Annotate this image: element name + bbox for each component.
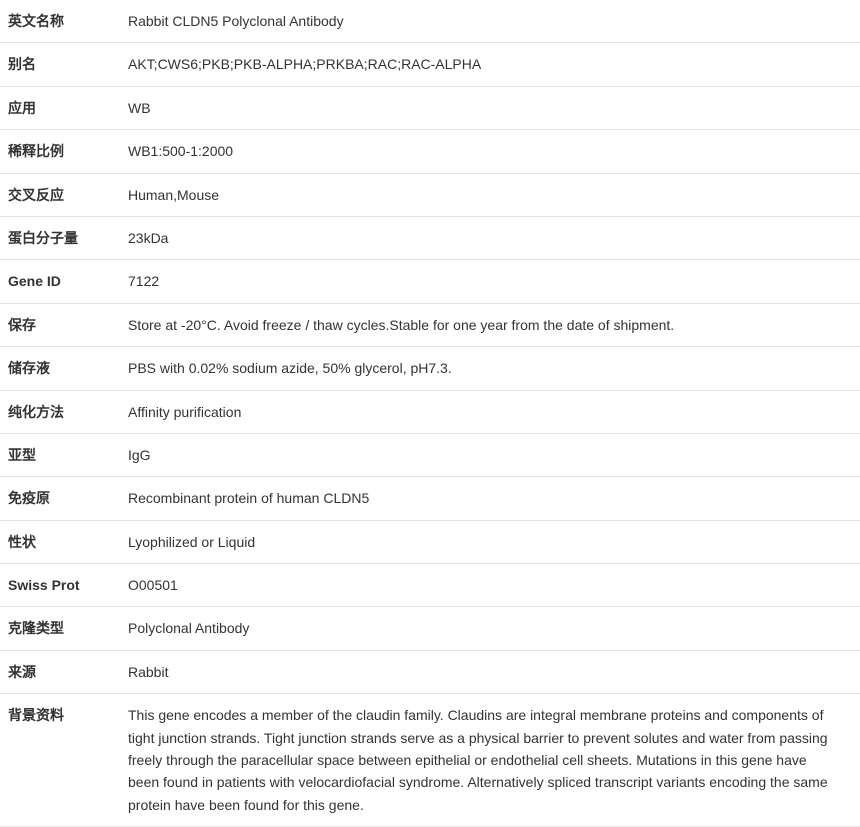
row-clonality: 克隆类型 Polyclonal Antibody xyxy=(0,607,860,650)
label-application: 应用 xyxy=(8,97,128,119)
value-buffer: PBS with 0.02% sodium azide, 50% glycero… xyxy=(128,357,852,379)
label-swiss-prot: Swiss Prot xyxy=(8,574,128,596)
label-reactivity: 交叉反应 xyxy=(8,184,128,206)
label-buffer: 储存液 xyxy=(8,357,128,379)
row-purification: 纯化方法 Affinity purification xyxy=(0,391,860,434)
row-gene-id: Gene ID 7122 xyxy=(0,260,860,303)
value-reactivity: Human,Mouse xyxy=(128,184,852,206)
row-reactivity: 交叉反应 Human,Mouse xyxy=(0,174,860,217)
label-background: 背景资料 xyxy=(8,704,128,726)
label-clonality: 克隆类型 xyxy=(8,617,128,639)
value-form: Lyophilized or Liquid xyxy=(128,531,852,553)
label-gene-id: Gene ID xyxy=(8,270,128,292)
spec-table: 英文名称 Rabbit CLDN5 Polyclonal Antibody 别名… xyxy=(0,0,860,827)
value-english-name: Rabbit CLDN5 Polyclonal Antibody xyxy=(128,10,852,32)
value-swiss-prot: O00501 xyxy=(128,574,852,596)
value-purification: Affinity purification xyxy=(128,401,852,423)
row-isotype: 亚型 IgG xyxy=(0,434,860,477)
label-form: 性状 xyxy=(8,531,128,553)
row-buffer: 储存液 PBS with 0.02% sodium azide, 50% gly… xyxy=(0,347,860,390)
row-dilution: 稀释比例 WB1:500-1:2000 xyxy=(0,130,860,173)
label-alias: 别名 xyxy=(8,53,128,75)
value-mw: 23kDa xyxy=(128,227,852,249)
value-application: WB xyxy=(128,97,852,119)
value-gene-id: 7122 xyxy=(128,270,852,292)
label-source: 来源 xyxy=(8,661,128,683)
value-isotype: IgG xyxy=(128,444,852,466)
value-source: Rabbit xyxy=(128,661,852,683)
row-swiss-prot: Swiss Prot O00501 xyxy=(0,564,860,607)
row-source: 来源 Rabbit xyxy=(0,651,860,694)
label-purification: 纯化方法 xyxy=(8,401,128,423)
label-dilution: 稀释比例 xyxy=(8,140,128,162)
label-isotype: 亚型 xyxy=(8,444,128,466)
value-alias: AKT;CWS6;PKB;PKB-ALPHA;PRKBA;RAC;RAC-ALP… xyxy=(128,53,852,75)
row-storage: 保存 Store at -20°C. Avoid freeze / thaw c… xyxy=(0,304,860,347)
label-mw: 蛋白分子量 xyxy=(8,227,128,249)
value-dilution: WB1:500-1:2000 xyxy=(128,140,852,162)
row-form: 性状 Lyophilized or Liquid xyxy=(0,521,860,564)
row-background: 背景资料 This gene encodes a member of the c… xyxy=(0,694,860,827)
row-alias: 别名 AKT;CWS6;PKB;PKB-ALPHA;PRKBA;RAC;RAC-… xyxy=(0,43,860,86)
row-application: 应用 WB xyxy=(0,87,860,130)
row-immunogen: 免疫原 Recombinant protein of human CLDN5 xyxy=(0,477,860,520)
row-mw: 蛋白分子量 23kDa xyxy=(0,217,860,260)
label-storage: 保存 xyxy=(8,314,128,336)
label-immunogen: 免疫原 xyxy=(8,487,128,509)
value-storage: Store at -20°C. Avoid freeze / thaw cycl… xyxy=(128,314,852,336)
label-english-name: 英文名称 xyxy=(8,10,128,32)
value-background: This gene encodes a member of the claudi… xyxy=(128,704,852,816)
row-english-name: 英文名称 Rabbit CLDN5 Polyclonal Antibody xyxy=(0,0,860,43)
value-immunogen: Recombinant protein of human CLDN5 xyxy=(128,487,852,509)
value-clonality: Polyclonal Antibody xyxy=(128,617,852,639)
